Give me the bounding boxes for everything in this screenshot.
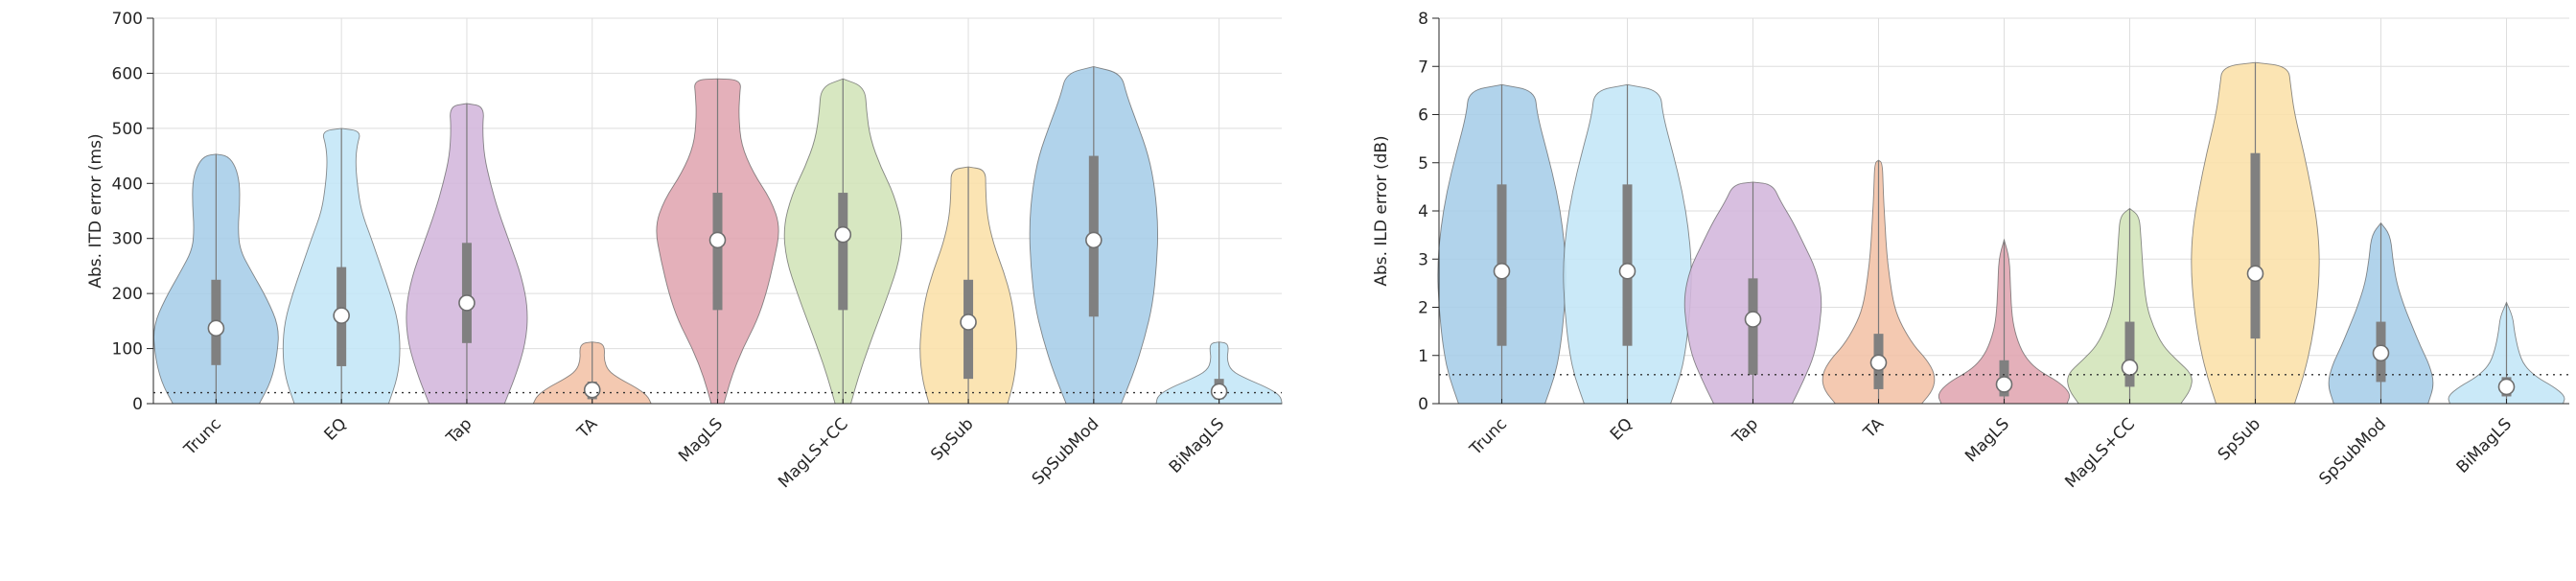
median-marker-spsub xyxy=(960,314,977,331)
x-tick-label: SpSubMod xyxy=(1029,414,1103,489)
x-tick-label: Tap xyxy=(1729,414,1762,448)
x-tick-label: SpSub xyxy=(927,414,977,464)
x-tick-label: TA xyxy=(1860,414,1889,443)
x-tick-label: Tap xyxy=(442,414,476,448)
y-tick-label: 500 xyxy=(112,120,143,139)
median-marker-trunc xyxy=(1493,263,1511,280)
x-tick-label: Trunc xyxy=(180,414,225,459)
median-marker-bimagls xyxy=(1210,383,1228,401)
median-marker-magls-plus-cc xyxy=(834,225,852,244)
median-marker-spsubmod xyxy=(1085,231,1102,249)
y-tick-label: 100 xyxy=(112,340,143,360)
y-tick-label: 6 xyxy=(1418,106,1428,126)
iqr-box-tap xyxy=(461,243,472,343)
iqr-box-spsub xyxy=(2250,152,2261,339)
y-tick-label: 600 xyxy=(112,64,143,83)
median-marker-ta xyxy=(1869,354,1888,372)
x-tick-label: Trunc xyxy=(1466,414,1511,459)
x-tick-label: TA xyxy=(573,414,602,443)
x-tick-label: MagLS xyxy=(675,414,727,466)
median-marker-magls-plus-cc xyxy=(2121,359,2139,377)
y-axis-label: Abs. ILD error (dB) xyxy=(1372,135,1391,286)
median-marker-bimagls xyxy=(2497,378,2516,396)
median-marker-ta xyxy=(583,381,601,399)
x-tick-label: MagLS xyxy=(1961,414,2013,466)
x-tick-label: BiMagLS xyxy=(1166,414,1228,476)
x-tick-label: BiMagLS xyxy=(2453,414,2516,476)
iqr-box-magls-plus-cc xyxy=(2124,321,2135,387)
y-tick-label: 4 xyxy=(1418,202,1428,221)
ild-error-panel: 0 1 2 3 4 5 6 7 8 Trunc EQ Tap TA MagLS MagLS+CC SpSub S… xyxy=(1372,10,2569,492)
itd-error-panel: 0 100 200 300 400 500 600 700 Trunc EQ Tap TA MagLS M… xyxy=(86,10,1283,492)
y-tick-label: 0 xyxy=(1418,395,1428,414)
y-tick-label: 3 xyxy=(1418,250,1428,269)
median-marker-magls xyxy=(708,231,727,249)
y-tick-label: 1 xyxy=(1418,347,1428,366)
x-tick-label: MagLS+CC xyxy=(2061,414,2139,492)
median-marker-trunc xyxy=(207,319,225,337)
median-marker-tap xyxy=(458,294,476,312)
iqr-box-magls-plus-cc xyxy=(838,193,848,311)
y-tick-label: 400 xyxy=(112,174,143,194)
y-tick-label: 200 xyxy=(112,285,143,304)
median-marker-spsubmod xyxy=(2372,344,2390,362)
y-tick-label: 8 xyxy=(1418,10,1428,29)
median-marker-tap xyxy=(1744,311,1762,328)
x-tick-label: EQ xyxy=(1607,414,1636,444)
median-marker-spsub xyxy=(2246,265,2264,283)
y-tick-label: 7 xyxy=(1418,58,1428,77)
y-axis-label: Abs. ITD error (ms) xyxy=(86,133,105,288)
x-tick-label: SpSub xyxy=(2215,414,2264,464)
iqr-box-magls xyxy=(712,193,723,311)
median-marker-magls xyxy=(1995,376,2013,393)
median-marker-eq xyxy=(1618,263,1636,280)
y-tick-label: 300 xyxy=(112,230,143,249)
y-tick-label: 2 xyxy=(1418,299,1428,318)
x-tick-label: EQ xyxy=(321,414,351,444)
x-tick-label: SpSubMod xyxy=(2315,414,2390,489)
x-tick-label: MagLS+CC xyxy=(775,414,852,492)
y-tick-label: 5 xyxy=(1418,154,1428,174)
y-tick-label: 700 xyxy=(112,10,143,29)
median-marker-eq xyxy=(333,307,350,324)
y-tick-label: 0 xyxy=(132,395,143,414)
